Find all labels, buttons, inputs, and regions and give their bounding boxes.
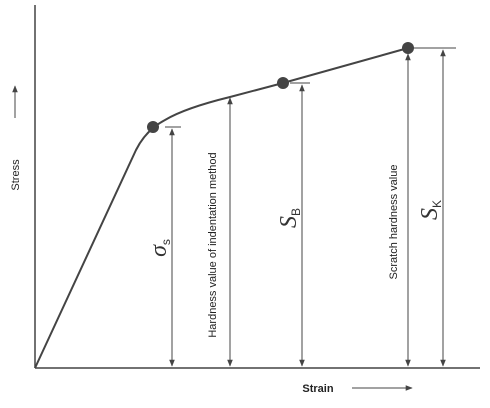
symbol: S: [417, 208, 443, 220]
indentation-label: Hardness value of indentation method: [207, 152, 219, 337]
symbol: σ: [146, 244, 172, 257]
x-axis-label: Strain: [302, 383, 333, 395]
sb-label: SB: [276, 208, 303, 228]
point: [277, 77, 289, 89]
symbol: S: [276, 216, 302, 228]
subscript: B: [289, 208, 303, 216]
stress-strain-curve: [34, 47, 409, 369]
point: [147, 121, 159, 133]
y-axis-label: Stress: [10, 159, 22, 191]
subscript: s: [159, 239, 173, 245]
subscript: K: [430, 200, 444, 208]
sk-label: SK: [417, 200, 444, 220]
sigma-s-label: σs: [146, 239, 173, 257]
scratch-label: Scratch hardness value: [388, 165, 400, 280]
